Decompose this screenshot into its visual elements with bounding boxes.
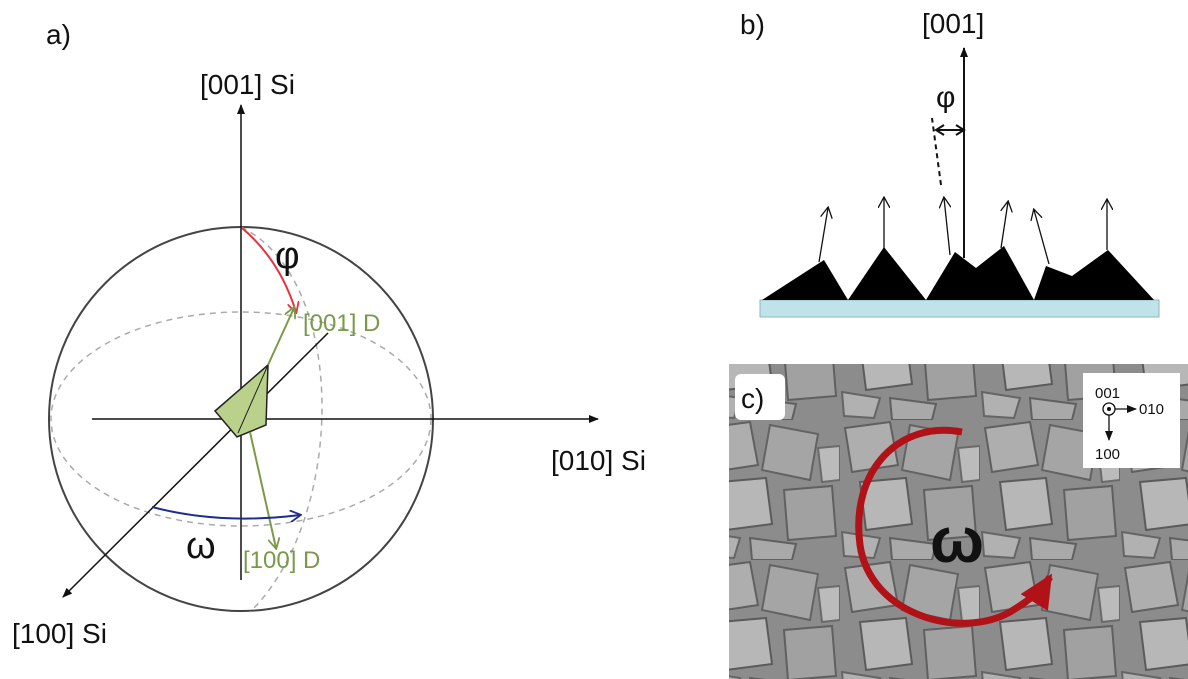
- omega-symbol-a: ω: [186, 525, 216, 567]
- out-of-plane-dot: [1107, 407, 1111, 411]
- crystal-001-arrow: [267, 308, 294, 366]
- panel-c: c) 001 010 100 ω: [729, 364, 1188, 679]
- inset-out-label: 001: [1095, 385, 1120, 402]
- phi-arrowheads: [934, 124, 966, 136]
- panel-a-label: a): [46, 19, 71, 50]
- facet-normal-3: [944, 198, 950, 256]
- diamond-crystal-shape: [213, 363, 269, 438]
- tilted-axis-dashed: [931, 117, 942, 186]
- phi-arc-arrow: [241, 227, 296, 312]
- axis-x-label: [100] Si: [12, 618, 107, 649]
- crystal-100-arrow: [249, 431, 276, 548]
- facet-normal-4: [1000, 202, 1008, 249]
- omega-symbol-c: ω: [930, 504, 984, 576]
- inset-down-label: 100: [1095, 446, 1120, 463]
- inset-right-label: 010: [1139, 401, 1164, 418]
- axis-y-label: [010] Si: [551, 445, 646, 476]
- x-axis-100: [62, 332, 329, 598]
- omega-arc-arrow: [151, 506, 300, 519]
- substrate: [759, 299, 1160, 318]
- orientation-inset: [1083, 373, 1180, 468]
- panel-c-label: c): [741, 383, 764, 414]
- facet-normal-1: [818, 208, 828, 263]
- phi-symbol-b: φ: [936, 81, 955, 114]
- crystal-c-label: [001] D: [303, 310, 380, 337]
- crystal-edge: [237, 364, 269, 434]
- panel-b-label: b): [740, 9, 765, 40]
- normal-label: [001]: [922, 8, 984, 39]
- crystal-a-label: [100] D: [243, 547, 320, 574]
- axis-z-label: [001] Si: [200, 69, 295, 100]
- panel-b: b) [001] φ: [740, 8, 1160, 318]
- panel-a: a) [001] Si [010] Si [100] Si φ [001] D …: [12, 19, 646, 649]
- facet-normal-5: [1034, 210, 1050, 265]
- phi-symbol-a: φ: [275, 235, 300, 277]
- pyramid-row: [762, 246, 1154, 300]
- rotation-arrow: [855, 426, 1053, 627]
- panel-c-label-box: [735, 374, 785, 420]
